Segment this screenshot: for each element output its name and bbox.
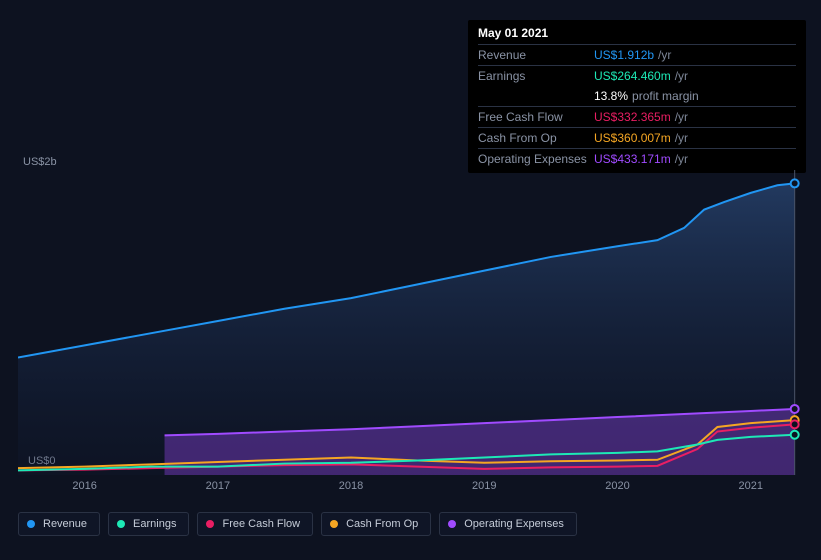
legend-dot-icon	[27, 520, 35, 528]
x-tick: 2016	[72, 480, 96, 492]
legend-item-free_cash_flow[interactable]: Free Cash Flow	[197, 512, 313, 536]
x-tick: 2021	[738, 480, 762, 492]
legend-label: Earnings	[133, 518, 176, 530]
legend-label: Cash From Op	[346, 518, 418, 530]
legend-label: Revenue	[43, 518, 87, 530]
x-tick: 2017	[206, 480, 230, 492]
tooltip-row-unit: /yr	[675, 110, 688, 124]
legend-item-earnings[interactable]: Earnings	[108, 512, 189, 536]
marker-free_cash_flow	[791, 420, 799, 428]
x-axis: 2016 2017 2018 2019 2020 2021	[18, 480, 804, 498]
tooltip-row-label: Cash From Op	[478, 130, 594, 146]
legend-item-revenue[interactable]: Revenue	[18, 512, 100, 536]
legend-dot-icon	[206, 520, 214, 528]
tooltip-row-unit: /yr	[675, 69, 688, 83]
tooltip-row: EarningsUS$264.460m/yr	[478, 65, 796, 86]
tooltip-row-label: Earnings	[478, 68, 594, 84]
marker-earnings	[791, 431, 799, 439]
hover-tooltip: May 01 2021 RevenueUS$1.912b/yrEarningsU…	[468, 20, 806, 173]
tooltip-row: Cash From OpUS$360.007m/yr	[478, 127, 796, 148]
legend-dot-icon	[117, 520, 125, 528]
legend-label: Operating Expenses	[464, 518, 564, 530]
tooltip-row-value: US$1.912b	[594, 48, 654, 62]
tooltip-row-label	[478, 88, 594, 104]
marker-operating_expenses	[791, 405, 799, 413]
legend-label: Free Cash Flow	[222, 518, 300, 530]
tooltip-row-unit: /yr	[675, 152, 688, 166]
legend-item-operating_expenses[interactable]: Operating Expenses	[439, 512, 577, 536]
tooltip-row: Operating ExpensesUS$433.171m/yr	[478, 148, 796, 169]
chart-plot[interactable]	[18, 170, 804, 475]
tooltip-date: May 01 2021	[478, 26, 796, 44]
tooltip-row: 13.8% profit margin	[478, 86, 796, 106]
tooltip-row-label: Free Cash Flow	[478, 109, 594, 125]
tooltip-row-sub: profit margin	[632, 89, 699, 103]
tooltip-row-unit: /yr	[658, 48, 671, 62]
legend: Revenue Earnings Free Cash Flow Cash From O…	[18, 512, 577, 536]
tooltip-row-label: Operating Expenses	[478, 151, 594, 167]
tooltip-row-value: US$264.460m	[594, 69, 671, 83]
x-tick: 2019	[472, 480, 496, 492]
marker-revenue	[791, 179, 799, 187]
tooltip-row-value: US$332.365m	[594, 110, 671, 124]
tooltip-row-unit: /yr	[675, 131, 688, 145]
x-tick: 2020	[605, 480, 629, 492]
tooltip-row-value: US$360.007m	[594, 131, 671, 145]
tooltip-row-value: US$433.171m	[594, 152, 671, 166]
tooltip-row: Free Cash FlowUS$332.365m/yr	[478, 106, 796, 127]
tooltip-row: RevenueUS$1.912b/yr	[478, 44, 796, 65]
tooltip-row-value: 13.8%	[594, 89, 628, 103]
legend-dot-icon	[330, 520, 338, 528]
legend-item-cash_from_op[interactable]: Cash From Op	[321, 512, 431, 536]
y-tick-top: US$2b	[23, 156, 57, 168]
x-tick: 2018	[339, 480, 363, 492]
chart-root: May 01 2021 RevenueUS$1.912b/yrEarningsU…	[0, 0, 821, 560]
tooltip-row-label: Revenue	[478, 47, 594, 63]
legend-dot-icon	[448, 520, 456, 528]
chart-svg	[18, 170, 804, 475]
